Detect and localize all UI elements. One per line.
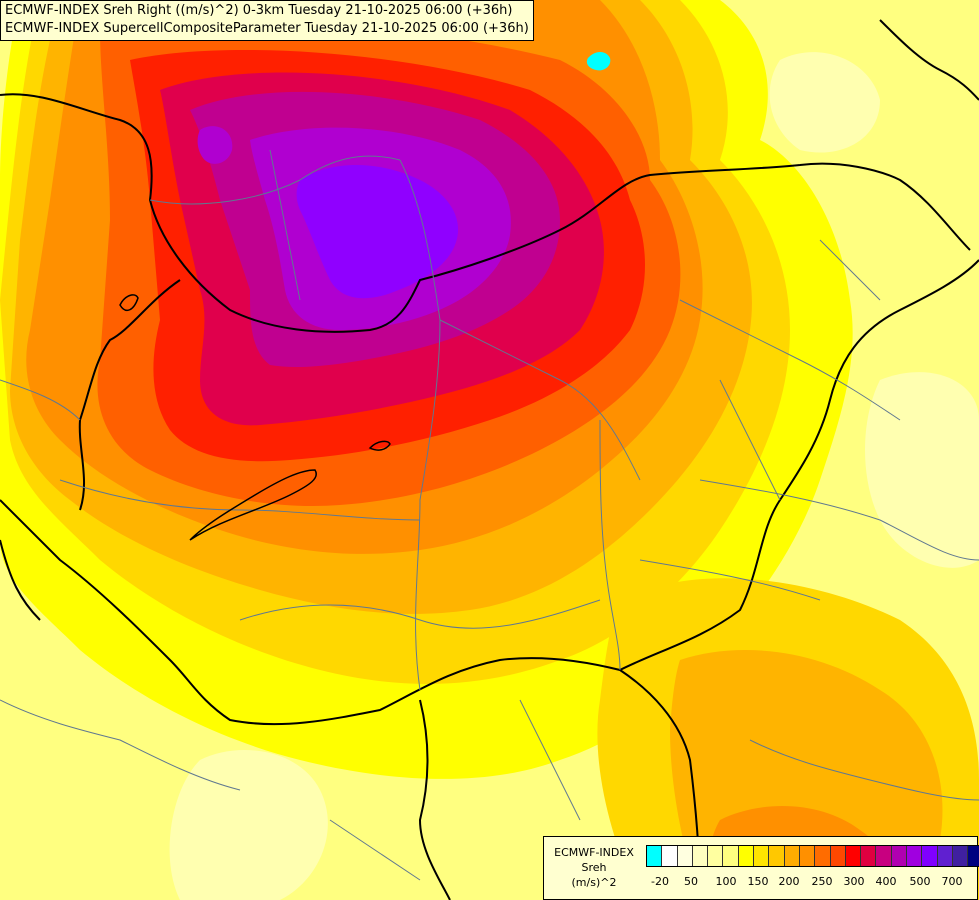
lake-balaton — [189, 469, 317, 541]
legend-swatch — [845, 846, 862, 866]
header-line-1: ECMWF-INDEX Sreh Right ((m/s)^2) 0-3km T… — [5, 3, 513, 18]
legend-swatch — [784, 846, 800, 866]
legend-tick-label: 200 — [778, 875, 800, 888]
legend-swatch — [647, 846, 663, 866]
legend-tick-label: 400 — [875, 875, 897, 888]
legend-tick-label: 500 — [909, 875, 931, 888]
light-area-sw — [169, 750, 328, 900]
legend-swatch — [692, 846, 709, 866]
legend-tick-label: 100 — [715, 875, 737, 888]
color-legend: ECMWF-INDEX Sreh (m/s)^2 -20 50 100 150 200 2… — [543, 836, 979, 900]
legend-swatch — [723, 846, 739, 866]
legend-tick-label: 50 — [684, 875, 698, 888]
legend-swatch — [769, 846, 785, 866]
legend-swatch — [830, 846, 846, 866]
legend-tick-label: 300 — [843, 875, 865, 888]
legend-swatch — [922, 846, 938, 866]
legend-swatch — [861, 846, 877, 866]
legend-line-2: Sreh — [581, 861, 607, 874]
header-line-2: ECMWF-INDEX SupercellCompositeParameter … — [5, 21, 529, 36]
legend-ticks: -20 50 100 150 200 250 300 400 500 700 — [646, 875, 968, 889]
violet-core — [296, 165, 459, 299]
legend-swatch — [952, 846, 969, 866]
legend-swatch — [662, 846, 678, 866]
cyan-spot — [586, 52, 611, 71]
legend-swatch — [799, 846, 816, 866]
legend-swatch — [891, 846, 908, 866]
legend-swatch — [968, 846, 979, 866]
lake-small — [368, 440, 391, 451]
legend-tick-label: -20 — [651, 875, 669, 888]
legend-swatch — [937, 846, 953, 866]
legend-swatch — [677, 846, 693, 866]
country-borders — [0, 19, 979, 900]
legend-swatch — [907, 846, 923, 866]
region-borders — [0, 149, 979, 881]
legend-line-1: ECMWF-INDEX — [554, 846, 634, 859]
legend-tick-label: 700 — [941, 875, 963, 888]
map-header: ECMWF-INDEX Sreh Right ((m/s)^2) 0-3km T… — [0, 0, 534, 41]
legend-swatch — [754, 846, 770, 866]
legend-title: ECMWF-INDEX Sreh (m/s)^2 — [548, 845, 640, 890]
legend-swatch — [815, 846, 831, 866]
light-area-east — [865, 372, 979, 568]
lake-west — [119, 294, 139, 312]
legend-tick-label: 250 — [811, 875, 833, 888]
legend-swatch — [708, 846, 724, 866]
purple-spot-west — [197, 126, 233, 164]
legend-swatches — [646, 845, 979, 867]
legend-swatch — [876, 846, 892, 866]
legend-line-3: (m/s)^2 — [571, 876, 617, 889]
light-area-ne — [769, 52, 880, 153]
legend-swatch — [738, 846, 755, 866]
legend-tick-label: 150 — [747, 875, 769, 888]
